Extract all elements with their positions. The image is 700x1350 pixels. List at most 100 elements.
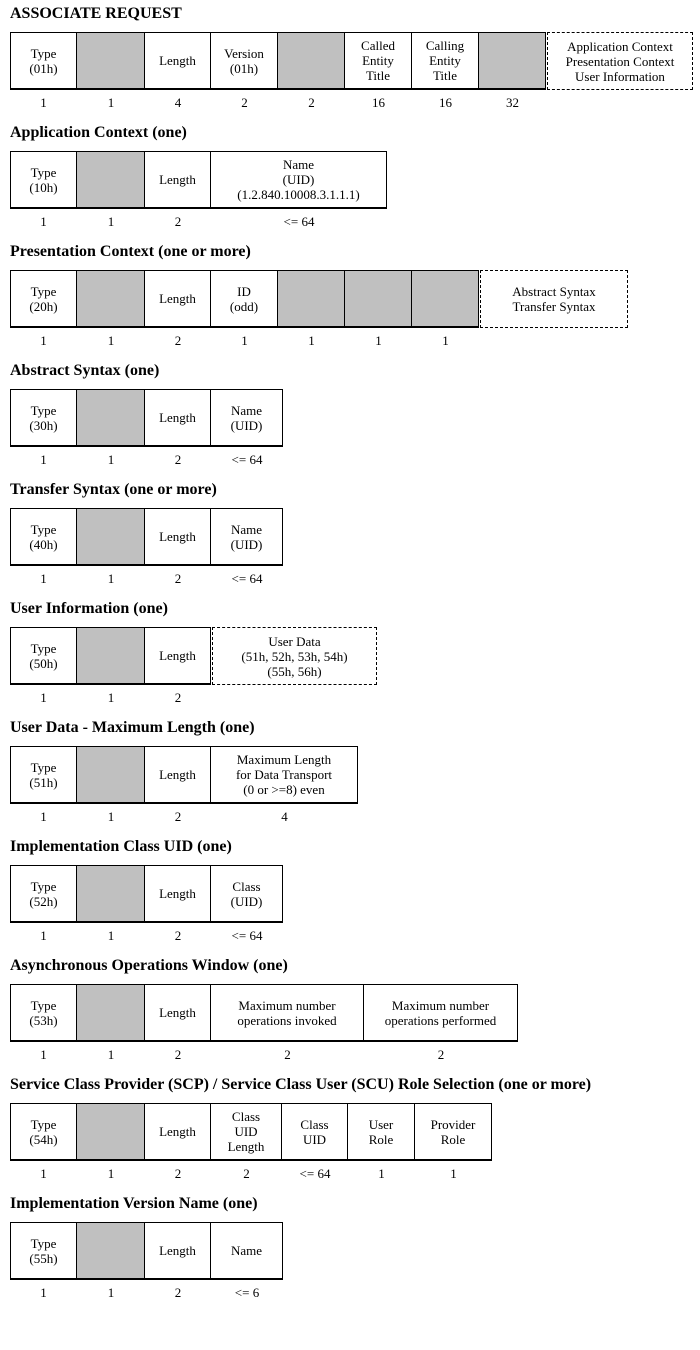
byte-count: 1: [107, 452, 115, 467]
field-row: Type (52h) Length Class (UID): [10, 865, 700, 923]
reserved-field-cell: [345, 270, 412, 328]
section-title: User Data - Maximum Length (one): [10, 719, 255, 736]
field-label-line: (51h, 52h, 53h, 54h): [241, 648, 348, 664]
byte-count: 1: [378, 1166, 385, 1181]
field-row: Type (20h) Length ID (odd) Abstract Syntax Tra…: [10, 270, 700, 328]
field-label-line: Type: [30, 402, 57, 418]
field-label-line: (20h): [29, 298, 58, 314]
reserved-field-cell: [278, 270, 345, 328]
byte-counts-row: 1 1 2 4: [10, 809, 700, 824]
field-row: Type (53h) Length Maximum number operations …: [10, 984, 700, 1042]
field-cell: Class UID: [282, 1103, 348, 1161]
field-label-line: User: [368, 1116, 394, 1132]
byte-count: <= 64: [231, 928, 263, 943]
field-label-line: Length: [159, 53, 196, 68]
byte-count: 2: [174, 452, 182, 467]
section-title: Abstract Syntax (one): [10, 362, 160, 379]
byte-counts-row: 1 1 4 2 2 16 16 32: [10, 95, 700, 110]
byte-count: <= 64: [231, 571, 263, 586]
field-cell: Length: [145, 1103, 211, 1161]
byte-count: 2: [174, 1285, 182, 1300]
byte-count: 1: [40, 1166, 47, 1181]
byte-count: 1: [107, 95, 115, 110]
field-label-line: (01h): [229, 60, 259, 76]
byte-count: 1: [107, 1166, 115, 1181]
field-label-line: Abstract Syntax: [512, 284, 596, 299]
section-title: Application Context (one): [10, 124, 187, 141]
field-label-line: Entity: [429, 53, 461, 68]
field-label-line: User Information: [575, 68, 665, 84]
field-label-line: Class: [232, 878, 261, 894]
field-cell: Length: [145, 32, 211, 90]
section: Transfer Syntax (one or more) Type (40h) Le…: [10, 480, 700, 586]
field-label-line: (0 or >=8) even: [243, 782, 325, 797]
field-label-line: (10h): [29, 179, 58, 195]
byte-count: 2: [174, 690, 182, 705]
field-cell: Length: [145, 984, 211, 1042]
field-label-line: Type: [30, 45, 57, 61]
field-cell: Type (50h): [10, 627, 77, 685]
section-title: Transfer Syntax (one or more): [10, 481, 217, 498]
field-label-line: (55h, 56h): [267, 663, 322, 679]
section: Presentation Context (one or more) Type (2…: [10, 242, 700, 348]
field-label-line: (51h): [29, 774, 58, 790]
field-cell: Type (30h): [10, 389, 77, 447]
sub-item-list-cell: Application Context Presentation Context U…: [547, 32, 693, 90]
field-label-line: UID: [302, 1131, 327, 1147]
byte-count: 4: [281, 809, 288, 824]
byte-count: 1: [107, 928, 115, 943]
field-label-line: for Data Transport: [235, 767, 333, 782]
section: User Information (one) Type (50h) Length Use…: [10, 599, 700, 705]
field-label-line: Class: [300, 1116, 329, 1132]
field-label-line: Length: [159, 529, 196, 544]
field-label-line: Length: [227, 1139, 265, 1154]
field-label-line: Presentation Context: [565, 53, 675, 69]
field-label-line: Type: [30, 640, 57, 656]
field-label-line: (40h): [29, 536, 58, 552]
field-cell: Type (20h): [10, 270, 77, 328]
section-title: Presentation Context (one or more): [10, 243, 251, 260]
field-cell: Name (UID): [211, 389, 283, 447]
section-title: User Information (one): [10, 600, 168, 617]
byte-count: 2: [174, 1166, 182, 1181]
field-label-line: (UID): [282, 172, 315, 187]
field-row: Type (40h) Length Name (UID): [10, 508, 700, 566]
reserved-field-cell: [77, 508, 145, 566]
field-cell: Name (UID): [211, 508, 283, 566]
section-title: Implementation Version Name (one): [10, 1195, 258, 1212]
byte-count: 32: [506, 95, 519, 110]
byte-count: 2: [174, 928, 182, 943]
byte-count: 2: [241, 95, 248, 110]
byte-counts-row: 1 1 2 <= 64: [10, 452, 700, 467]
field-label-line: Type: [30, 878, 57, 894]
field-label-line: Length: [159, 648, 196, 663]
field-label-line: Calling: [425, 38, 465, 53]
byte-count: 1: [107, 214, 115, 229]
reserved-field-cell: [77, 151, 145, 209]
field-label-line: (odd): [229, 298, 259, 314]
field-label-line: Length: [159, 886, 196, 901]
field-label-line: (50h): [29, 655, 58, 671]
byte-count: 1: [107, 571, 115, 586]
byte-count: 1: [107, 333, 115, 348]
byte-count: 1: [375, 333, 382, 348]
section: Application Context (one) Type (10h) Length…: [10, 123, 700, 229]
section-title: ASSOCIATE REQUEST: [10, 5, 182, 22]
byte-count: <= 64: [283, 214, 315, 229]
byte-counts-row: 1 1 2 2 2: [10, 1047, 700, 1062]
byte-count: 1: [107, 809, 115, 824]
field-label-line: (52h): [29, 893, 58, 909]
field-row: Type (54h) Length Class UID Length Class UID Use…: [10, 1103, 700, 1161]
field-cell: Type (01h): [10, 32, 77, 90]
byte-count: 1: [107, 1047, 115, 1062]
field-cell: Length: [145, 389, 211, 447]
byte-count: 1: [40, 95, 47, 110]
byte-count: 1: [450, 1166, 457, 1181]
reserved-field-cell: [412, 270, 479, 328]
field-cell: User Role: [348, 1103, 415, 1161]
field-label-line: (30h): [29, 417, 58, 433]
field-label-line: Type: [30, 1235, 57, 1251]
field-label-line: Length: [159, 172, 196, 187]
field-label-line: User Data: [268, 633, 321, 649]
field-label-line: Type: [30, 997, 57, 1013]
